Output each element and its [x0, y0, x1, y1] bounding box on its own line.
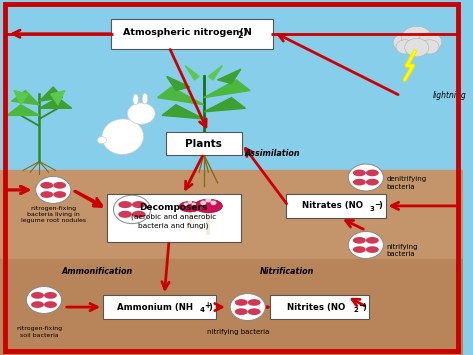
Polygon shape: [204, 98, 245, 112]
Circle shape: [97, 137, 106, 144]
Ellipse shape: [31, 301, 44, 308]
Circle shape: [420, 40, 439, 54]
Text: bacteria and fungi): bacteria and fungi): [139, 222, 209, 229]
Ellipse shape: [133, 94, 139, 105]
Ellipse shape: [248, 299, 261, 306]
Ellipse shape: [132, 211, 146, 218]
Polygon shape: [11, 91, 39, 105]
Circle shape: [396, 40, 414, 54]
Text: Assimilation: Assimilation: [244, 149, 300, 158]
Text: Nitrification: Nitrification: [260, 267, 314, 276]
Polygon shape: [204, 80, 250, 98]
Ellipse shape: [40, 191, 53, 198]
Circle shape: [114, 195, 150, 224]
Ellipse shape: [353, 169, 366, 176]
Polygon shape: [158, 87, 204, 105]
Ellipse shape: [366, 237, 379, 244]
Ellipse shape: [353, 179, 366, 185]
Circle shape: [187, 200, 192, 204]
Circle shape: [418, 33, 442, 51]
Ellipse shape: [179, 201, 201, 212]
Circle shape: [127, 103, 155, 124]
Polygon shape: [162, 105, 204, 119]
Circle shape: [35, 176, 71, 203]
Ellipse shape: [44, 292, 57, 299]
Polygon shape: [39, 87, 62, 101]
Ellipse shape: [248, 308, 261, 315]
Circle shape: [230, 294, 265, 321]
Ellipse shape: [53, 182, 66, 189]
FancyBboxPatch shape: [106, 194, 241, 242]
Ellipse shape: [132, 201, 146, 208]
Text: nitrogen-fixing
bacteria living in
legume root nodules: nitrogen-fixing bacteria living in legum…: [21, 206, 86, 224]
Bar: [0, 259, 463, 355]
Ellipse shape: [366, 246, 379, 253]
Ellipse shape: [353, 237, 366, 244]
Ellipse shape: [235, 308, 248, 315]
Ellipse shape: [366, 179, 379, 185]
Text: 2: 2: [237, 31, 243, 40]
Text: 3: 3: [369, 206, 375, 212]
Polygon shape: [185, 66, 199, 80]
Circle shape: [402, 26, 432, 50]
Text: ): ): [378, 201, 382, 211]
Circle shape: [184, 202, 188, 206]
FancyBboxPatch shape: [103, 295, 217, 319]
FancyBboxPatch shape: [111, 18, 273, 49]
Text: nitrifying bacteria: nitrifying bacteria: [207, 329, 270, 335]
Text: +: +: [204, 301, 210, 310]
FancyBboxPatch shape: [286, 194, 385, 218]
Circle shape: [348, 231, 384, 258]
Text: nitrogen-fixing
soil bacteria: nitrogen-fixing soil bacteria: [16, 326, 62, 338]
Circle shape: [192, 202, 196, 206]
Circle shape: [210, 201, 217, 205]
Text: −: −: [374, 200, 381, 209]
Ellipse shape: [118, 211, 132, 218]
Ellipse shape: [194, 199, 222, 213]
Ellipse shape: [366, 169, 379, 176]
Ellipse shape: [235, 299, 248, 306]
Circle shape: [405, 38, 429, 57]
Ellipse shape: [53, 191, 66, 198]
Polygon shape: [7, 105, 39, 115]
Text: denitrifying
bacteria: denitrifying bacteria: [386, 176, 427, 190]
Circle shape: [26, 286, 61, 313]
Polygon shape: [51, 91, 65, 105]
Ellipse shape: [44, 301, 57, 308]
Text: ): ): [362, 302, 366, 312]
Text: ): ): [242, 28, 246, 37]
Text: nitrifying
bacteria: nitrifying bacteria: [386, 244, 418, 257]
Ellipse shape: [353, 246, 366, 253]
Text: Nitrites (NO: Nitrites (NO: [287, 302, 345, 312]
Polygon shape: [39, 98, 72, 108]
Bar: [0, 170, 463, 355]
Ellipse shape: [142, 93, 148, 104]
FancyBboxPatch shape: [270, 295, 369, 319]
Polygon shape: [14, 91, 28, 105]
Polygon shape: [218, 69, 241, 83]
Ellipse shape: [102, 119, 144, 154]
Text: Atmospheric nitrogen(N: Atmospheric nitrogen(N: [123, 28, 252, 37]
Circle shape: [348, 164, 384, 191]
Ellipse shape: [31, 292, 44, 299]
Circle shape: [205, 198, 211, 202]
Text: Ammonification: Ammonification: [61, 267, 133, 276]
Text: Nitrates (NO: Nitrates (NO: [301, 201, 362, 211]
Text: −: −: [358, 301, 364, 310]
Ellipse shape: [40, 182, 53, 189]
Circle shape: [200, 201, 206, 205]
Text: (aerobic and anaerobic: (aerobic and anaerobic: [131, 213, 216, 220]
Text: ): ): [209, 302, 212, 312]
Polygon shape: [166, 76, 190, 91]
Text: 4: 4: [200, 307, 205, 313]
FancyBboxPatch shape: [166, 132, 242, 155]
Polygon shape: [209, 66, 222, 80]
Text: Plants: Plants: [185, 139, 222, 149]
Circle shape: [393, 33, 417, 52]
Ellipse shape: [118, 201, 132, 208]
Text: lightning: lightning: [433, 91, 467, 100]
Text: Decomposers: Decomposers: [140, 203, 208, 212]
Text: Ammonium (NH: Ammonium (NH: [117, 302, 193, 312]
Text: 2: 2: [353, 307, 358, 313]
